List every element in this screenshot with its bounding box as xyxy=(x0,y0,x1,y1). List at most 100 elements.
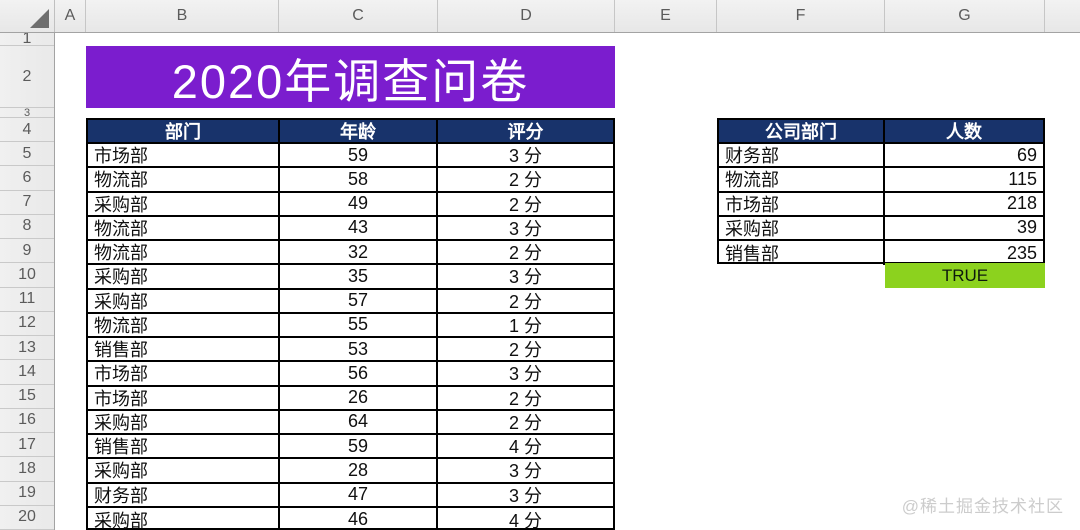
cell-department[interactable]: 物流部 xyxy=(88,313,280,338)
cell-score[interactable]: 2 分 xyxy=(438,193,613,217)
cell-age[interactable]: 57 xyxy=(280,289,438,314)
cell-score[interactable]: 2 分 xyxy=(438,241,613,266)
cell-age[interactable]: 56 xyxy=(280,362,438,387)
cell-department[interactable]: 采购部 xyxy=(88,265,280,290)
cell-score[interactable]: 2 分 xyxy=(438,387,613,411)
cell-age[interactable]: 35 xyxy=(280,265,438,290)
row-header-19[interactable]: 19 xyxy=(0,482,54,506)
cell-score[interactable]: 4 分 xyxy=(438,435,613,460)
watermark-text: @稀土掘金技术社区 xyxy=(901,497,1064,516)
cell-age[interactable]: 43 xyxy=(280,216,438,241)
cell-department[interactable]: 物流部 xyxy=(88,216,280,241)
row-header-3[interactable]: 3 xyxy=(0,108,54,118)
column-header-d[interactable]: D xyxy=(438,0,615,32)
row-header-10[interactable]: 10 xyxy=(0,263,54,288)
cell-headcount[interactable]: 235 xyxy=(1006,242,1037,263)
cell-company-department[interactable]: 市场部 xyxy=(719,192,885,217)
cell-department[interactable]: 物流部 xyxy=(88,241,280,266)
column-header-e[interactable]: E xyxy=(615,0,717,32)
cell-age[interactable]: 49 xyxy=(280,192,438,217)
cell-age[interactable]: 64 xyxy=(280,410,438,435)
column-header-strip: A B C D E F G xyxy=(0,0,1080,33)
cell-score[interactable]: 3 分 xyxy=(438,144,613,169)
summary-header-headcount[interactable]: 人数 xyxy=(885,120,1043,144)
cell-age[interactable]: 28 xyxy=(280,459,438,484)
cell-score[interactable]: 2 分 xyxy=(438,290,613,314)
cell-department[interactable]: 销售部 xyxy=(88,435,280,460)
row-header-strip: 1 2 3 4 5 6 7 8 9 10 11 12 13 14 15 16 1… xyxy=(0,33,55,530)
cell-department[interactable]: 采购部 xyxy=(88,192,280,217)
column-header-partial[interactable] xyxy=(1045,0,1080,32)
column-header-f[interactable]: F xyxy=(717,0,885,32)
summary-header-company-department[interactable]: 公司部门 xyxy=(719,120,885,144)
cell-age[interactable]: 32 xyxy=(280,241,438,266)
cell-department[interactable]: 市场部 xyxy=(88,386,280,411)
survey-header-score[interactable]: 评分 xyxy=(438,120,613,144)
cell-age[interactable]: 59 xyxy=(280,435,438,460)
cell-score[interactable]: 2 分 xyxy=(438,338,613,363)
cell-age[interactable]: 46 xyxy=(280,507,438,530)
summary-table: 公司部门 人数 财务部 69 物流部 115 市场部 218 采购部 39 销售… xyxy=(717,118,1045,266)
cell-department[interactable]: 市场部 xyxy=(88,362,280,387)
cell-score[interactable]: 3 分 xyxy=(438,217,613,241)
cell-department[interactable]: 财务部 xyxy=(88,483,280,508)
cell-score[interactable]: 3 分 xyxy=(438,362,613,387)
row-header-16[interactable]: 16 xyxy=(0,409,54,433)
cell-score[interactable]: 3 分 xyxy=(438,459,613,484)
cell-company-department[interactable]: 销售部 xyxy=(719,241,885,266)
cell-age[interactable]: 58 xyxy=(280,168,438,193)
cell-department[interactable]: 采购部 xyxy=(88,507,280,530)
sheet-title-cell[interactable]: 2020年调查问卷 xyxy=(86,46,615,108)
cell-department[interactable]: 采购部 xyxy=(88,459,280,484)
cell-score[interactable]: 4 分 xyxy=(508,510,542,530)
row-header-18[interactable]: 18 xyxy=(0,457,54,482)
cell-headcount[interactable]: 39 xyxy=(885,217,1043,241)
cell-department[interactable]: 市场部 xyxy=(88,144,280,169)
row-header-17[interactable]: 17 xyxy=(0,433,54,458)
row-header-2[interactable]: 2 xyxy=(0,46,54,108)
row-header-5[interactable]: 5 xyxy=(0,142,54,167)
row-header-9[interactable]: 9 xyxy=(0,239,54,264)
row-header-20[interactable]: 20 xyxy=(0,506,54,530)
row-header-11[interactable]: 11 xyxy=(0,288,54,312)
cell-score[interactable]: 1 分 xyxy=(438,314,613,338)
column-header-c[interactable]: C xyxy=(279,0,438,32)
select-all-icon xyxy=(30,9,49,28)
survey-header-age[interactable]: 年龄 xyxy=(280,120,438,144)
cell-score[interactable]: 2 分 xyxy=(438,411,613,435)
cell-headcount[interactable]: 69 xyxy=(885,144,1043,169)
row-header-12[interactable]: 12 xyxy=(0,312,54,336)
cell-age[interactable]: 55 xyxy=(280,313,438,338)
cell-department[interactable]: 采购部 xyxy=(88,289,280,314)
cell-age[interactable]: 53 xyxy=(280,338,438,363)
cell-company-department[interactable]: 采购部 xyxy=(719,216,885,241)
column-header-b[interactable]: B xyxy=(86,0,279,32)
cell-score[interactable]: 2 分 xyxy=(438,168,613,193)
row-header-6[interactable]: 6 xyxy=(0,166,54,191)
row-header-14[interactable]: 14 xyxy=(0,360,54,385)
cell-company-department[interactable]: 财务部 xyxy=(719,144,885,169)
survey-table: 部门 年龄 评分 市场部 59 3 分 物流部 58 2 分 采购部 49 2 … xyxy=(86,118,615,530)
row-header-8[interactable]: 8 xyxy=(0,215,54,239)
cell-company-department[interactable]: 物流部 xyxy=(719,168,885,193)
cell-department[interactable]: 采购部 xyxy=(88,410,280,435)
cell-score[interactable]: 3 分 xyxy=(438,484,613,508)
cell-score[interactable]: 3 分 xyxy=(438,265,613,290)
row-header-4[interactable]: 4 xyxy=(0,118,54,142)
row-header-7[interactable]: 7 xyxy=(0,191,54,215)
cell-headcount[interactable]: 218 xyxy=(885,193,1043,217)
cell-age[interactable]: 26 xyxy=(280,386,438,411)
cell-headcount[interactable]: 115 xyxy=(885,168,1043,193)
row-header-1[interactable]: 1 xyxy=(0,33,54,46)
survey-header-department[interactable]: 部门 xyxy=(88,120,280,144)
column-header-g[interactable]: G xyxy=(885,0,1045,32)
row-header-13[interactable]: 13 xyxy=(0,336,54,361)
row-header-15[interactable]: 15 xyxy=(0,385,54,409)
true-result-cell[interactable]: TRUE xyxy=(885,263,1045,288)
cell-age[interactable]: 59 xyxy=(280,144,438,169)
cell-department[interactable]: 销售部 xyxy=(88,338,280,363)
cell-age[interactable]: 47 xyxy=(280,483,438,508)
select-all-corner[interactable] xyxy=(0,0,55,32)
cell-department[interactable]: 物流部 xyxy=(88,168,280,193)
column-header-a[interactable]: A xyxy=(55,0,86,32)
